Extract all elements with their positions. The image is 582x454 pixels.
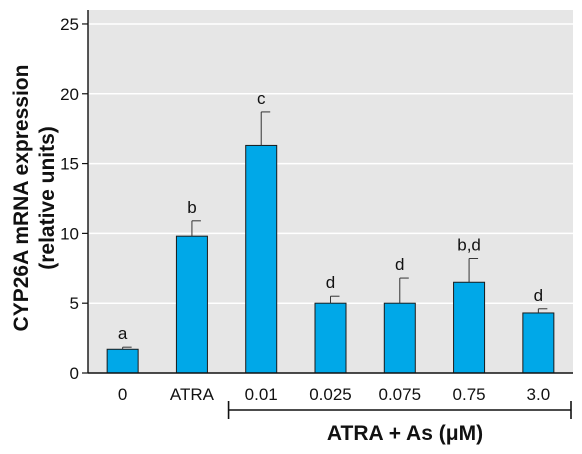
- bar: [453, 281, 486, 374]
- significance-label: b: [187, 198, 196, 217]
- y-ticks: 0 5 10 15 20 25: [60, 15, 88, 383]
- gridlines: [88, 23, 573, 304]
- bar: [245, 144, 278, 374]
- y-tick-label: 5: [70, 294, 79, 313]
- x-tick-label: 3.0: [527, 385, 551, 404]
- error-bars: [122, 111, 548, 350]
- bar: [314, 302, 347, 374]
- x-tick-label: ATRA: [170, 385, 215, 404]
- bar: [522, 312, 555, 374]
- bar: [383, 302, 416, 374]
- group-bracket: [227, 401, 572, 419]
- significance-label: c: [257, 89, 266, 108]
- y-tick-label: 0: [70, 364, 79, 383]
- x-tick-labels: 0 ATRA 0.01 0.025 0.075 0.75 3.0: [118, 385, 550, 404]
- significance-label: d: [326, 273, 335, 292]
- y-tick-label: 20: [60, 85, 79, 104]
- significance-labels: a b c d d b,d d: [118, 89, 543, 343]
- bars: [106, 144, 555, 374]
- x-tick-label: 0: [118, 385, 127, 404]
- x-tick-label: 0.025: [309, 385, 352, 404]
- group-label: ATRA + As (μM): [327, 422, 483, 445]
- significance-label: d: [395, 255, 404, 274]
- y-tick-label: 25: [60, 15, 79, 34]
- significance-label: b,d: [457, 236, 481, 255]
- bar: [175, 235, 208, 374]
- x-tick-label: 0.075: [379, 385, 422, 404]
- y-axis-title-line2: (relative units): [36, 126, 59, 270]
- y-axis-title-line1: CYP26A mRNA expression: [10, 65, 33, 332]
- significance-label: a: [118, 324, 128, 343]
- y-tick-label: 15: [60, 155, 79, 174]
- x-tick-label: 0.75: [453, 385, 486, 404]
- x-tick-label: 0.01: [245, 385, 278, 404]
- significance-label: d: [534, 286, 543, 305]
- y-tick-label: 10: [60, 224, 79, 243]
- bar: [106, 348, 139, 374]
